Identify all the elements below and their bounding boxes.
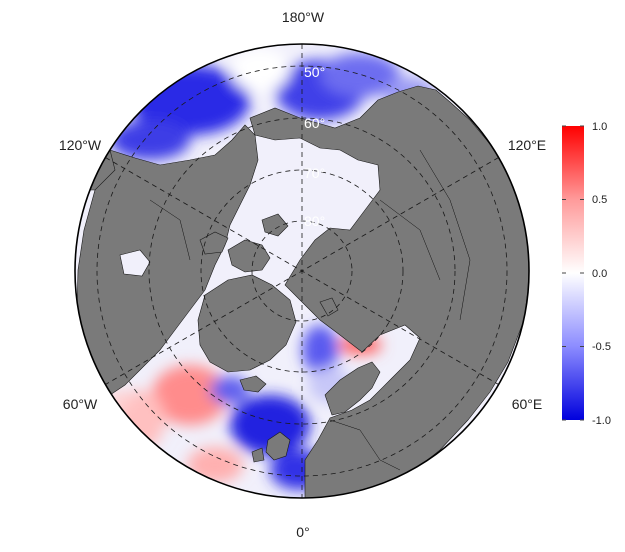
lon-label-lower-right: 60°E xyxy=(512,396,543,412)
colorbar-gradient xyxy=(562,126,584,420)
lon-label-upper-left: 120°W xyxy=(59,137,102,153)
colorbar-label-0.0: 0.0 xyxy=(592,268,607,280)
lon-label-lower-left: 60°W xyxy=(63,396,98,412)
political-boundaries xyxy=(149,149,471,471)
lon-label-bottom: 0° xyxy=(296,524,309,540)
colorbar: 1.0 0.5 0.0 -0.5 -1.0 xyxy=(562,121,611,427)
map-boundary xyxy=(74,43,530,499)
lon-label-upper-right: 120°E xyxy=(508,137,546,153)
colorbar-label-1.0: 1.0 xyxy=(592,121,607,133)
colorbar-label-0.5: 0.5 xyxy=(592,194,607,206)
graticule xyxy=(96,44,508,498)
lat-circle-70 xyxy=(200,169,404,373)
lon-label-top: 180°W xyxy=(282,9,325,25)
lat-label-80: 80° xyxy=(304,213,325,229)
lat-label-50: 50° xyxy=(304,64,325,80)
lat-label-60: 60° xyxy=(304,115,325,131)
meridian-120E-60W xyxy=(105,157,499,385)
colorbar-label-neg1.0: -1.0 xyxy=(592,415,611,427)
colorbar-ticks xyxy=(562,125,584,421)
land-masses xyxy=(76,85,529,498)
lat-circle-80 xyxy=(251,220,353,322)
ocean-anomaly-field xyxy=(75,44,529,498)
lat-label-70: 70° xyxy=(304,165,325,181)
colorbar-label-neg0.5: -0.5 xyxy=(592,341,611,353)
